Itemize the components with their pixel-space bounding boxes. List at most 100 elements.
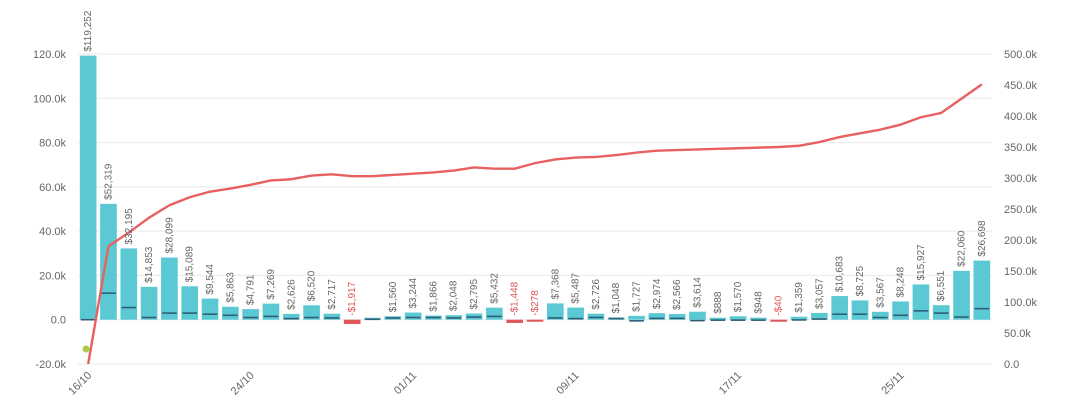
- bar: [851, 300, 869, 320]
- bar: [668, 314, 686, 320]
- bar-data-label: $2,726: [591, 279, 602, 310]
- right-tick-label: 400.0k: [1004, 111, 1038, 123]
- bar-data-label: $9,544: [205, 264, 216, 295]
- left-tick-label: 40.0k: [39, 226, 66, 238]
- bar: [831, 296, 848, 320]
- left-tick-label: 80.0k: [39, 138, 66, 150]
- bar-data-label: $1,866: [428, 281, 439, 312]
- bar-data-label: -$278: [530, 290, 541, 316]
- bar-data-label: $3,057: [814, 278, 825, 309]
- bar: [120, 248, 138, 320]
- bar-data-label: $15,089: [185, 246, 196, 283]
- bar-data-label: $7,269: [266, 269, 277, 300]
- bar-data-labels: $119,252 $52,319 $32,195 $14,853 $28,099 $15,…: [83, 10, 988, 315]
- bar: [343, 319, 361, 324]
- right-tick-label: 100.0k: [1004, 297, 1038, 309]
- bar-data-label: $5,863: [225, 272, 236, 303]
- right-tick-label: 50.0k: [1004, 328, 1031, 340]
- left-tick-label: 120.0k: [33, 49, 67, 61]
- bar: [567, 307, 584, 320]
- bar-data-label: $2,048: [449, 280, 460, 311]
- bar-data-label: $2,795: [469, 279, 480, 310]
- bar: [201, 298, 219, 320]
- bar-data-label: $28,099: [164, 217, 175, 254]
- bar-data-label: $2,717: [327, 279, 338, 310]
- bar: [587, 313, 605, 320]
- bar-data-label: $15,927: [916, 244, 927, 281]
- left-tick-label: 100.0k: [33, 93, 67, 105]
- bar-data-label: $5,487: [571, 273, 582, 304]
- bar-data-label: $8,248: [896, 266, 907, 297]
- bar-data-label: -$40: [774, 295, 785, 315]
- bar-data-label: -$1,448: [510, 281, 521, 315]
- bar: [648, 313, 666, 320]
- bar-data-label: $22,060: [957, 230, 968, 267]
- left-tick-label: 60.0k: [39, 182, 66, 194]
- bar-data-label: $6,551: [936, 270, 947, 301]
- bar-data-label: $2,974: [652, 278, 663, 309]
- bar: [973, 260, 991, 320]
- bar-data-label: $119,252: [83, 10, 94, 51]
- bar-data-label: $1,359: [794, 282, 805, 313]
- bar: [404, 312, 422, 320]
- left-tick-label: 0.0: [51, 315, 66, 327]
- bar: [790, 316, 808, 320]
- bar-data-label: $2,566: [672, 279, 683, 310]
- bar: [912, 284, 930, 320]
- bar-data-label: $1,570: [733, 281, 744, 312]
- bar: [303, 305, 320, 320]
- bar: [222, 306, 239, 320]
- x-tick-label: 01/11: [392, 370, 419, 397]
- bar: [526, 319, 544, 322]
- cumulative-line: [86, 83, 983, 365]
- right-y-axis: 0.0 50.0k 100.0k 150.0k 200.0k 250.0k 300.0k 35…: [1004, 49, 1038, 371]
- bar-data-label: $3,614: [692, 277, 703, 308]
- right-tick-label: 300.0k: [1004, 173, 1038, 185]
- bar-data-label: $1,560: [388, 281, 399, 312]
- bar: [811, 312, 828, 320]
- bar: [892, 301, 909, 320]
- bar-data-label: $10,683: [835, 255, 846, 292]
- bar: [161, 257, 178, 320]
- bar-data-label: $8,725: [855, 265, 866, 296]
- left-tick-label: 20.0k: [39, 270, 66, 282]
- right-tick-label: 350.0k: [1004, 142, 1038, 154]
- bar-data-label: $2,626: [286, 279, 297, 310]
- bar-data-label: $5,432: [489, 273, 500, 304]
- x-axis: 16/10 24/10 01/11 09/11 17/11 25/11: [66, 370, 906, 398]
- x-tick-label: 09/11: [554, 370, 581, 397]
- bar: [181, 286, 199, 320]
- bar: [770, 319, 788, 322]
- bar-data-label: $1,727: [632, 281, 643, 312]
- bar: [100, 203, 117, 320]
- x-tick-label: 25/11: [879, 370, 906, 397]
- bar-data-label: $3,567: [875, 277, 886, 308]
- left-y-axis: -20.0k 0.0 20.0k 40.0k 60.0k 80.0k 100.0k 120.0…: [33, 49, 67, 371]
- bar-data-label: $26,698: [977, 220, 988, 257]
- bar-data-label: -$1,917: [347, 281, 358, 315]
- bar-data-label: $52,319: [103, 163, 114, 200]
- bar-data-label: $888: [713, 291, 724, 314]
- bar: [729, 316, 747, 320]
- left-tick-label: -20.0k: [35, 359, 66, 371]
- x-tick-label: 17/11: [717, 370, 744, 397]
- right-tick-label: 500.0k: [1004, 49, 1038, 61]
- bar: [486, 307, 503, 320]
- bar: [242, 309, 259, 320]
- bar: [140, 286, 158, 320]
- right-tick-label: 200.0k: [1004, 235, 1038, 247]
- bar-data-label: $1,048: [611, 282, 622, 313]
- bar: [689, 311, 706, 320]
- bar: [262, 303, 280, 320]
- bar-data-label: $32,195: [124, 208, 135, 245]
- cumulative-line-series: [82, 83, 983, 365]
- bar-data-label: $6,520: [307, 270, 318, 301]
- x-tick-label: 24/10: [229, 370, 257, 398]
- bar-data-label: $14,853: [144, 246, 155, 283]
- bar: [282, 313, 300, 320]
- bar: [709, 317, 727, 320]
- bar-data-label: $4,791: [246, 274, 257, 305]
- bar-data-label: $948: [753, 291, 764, 314]
- bar: [546, 303, 564, 320]
